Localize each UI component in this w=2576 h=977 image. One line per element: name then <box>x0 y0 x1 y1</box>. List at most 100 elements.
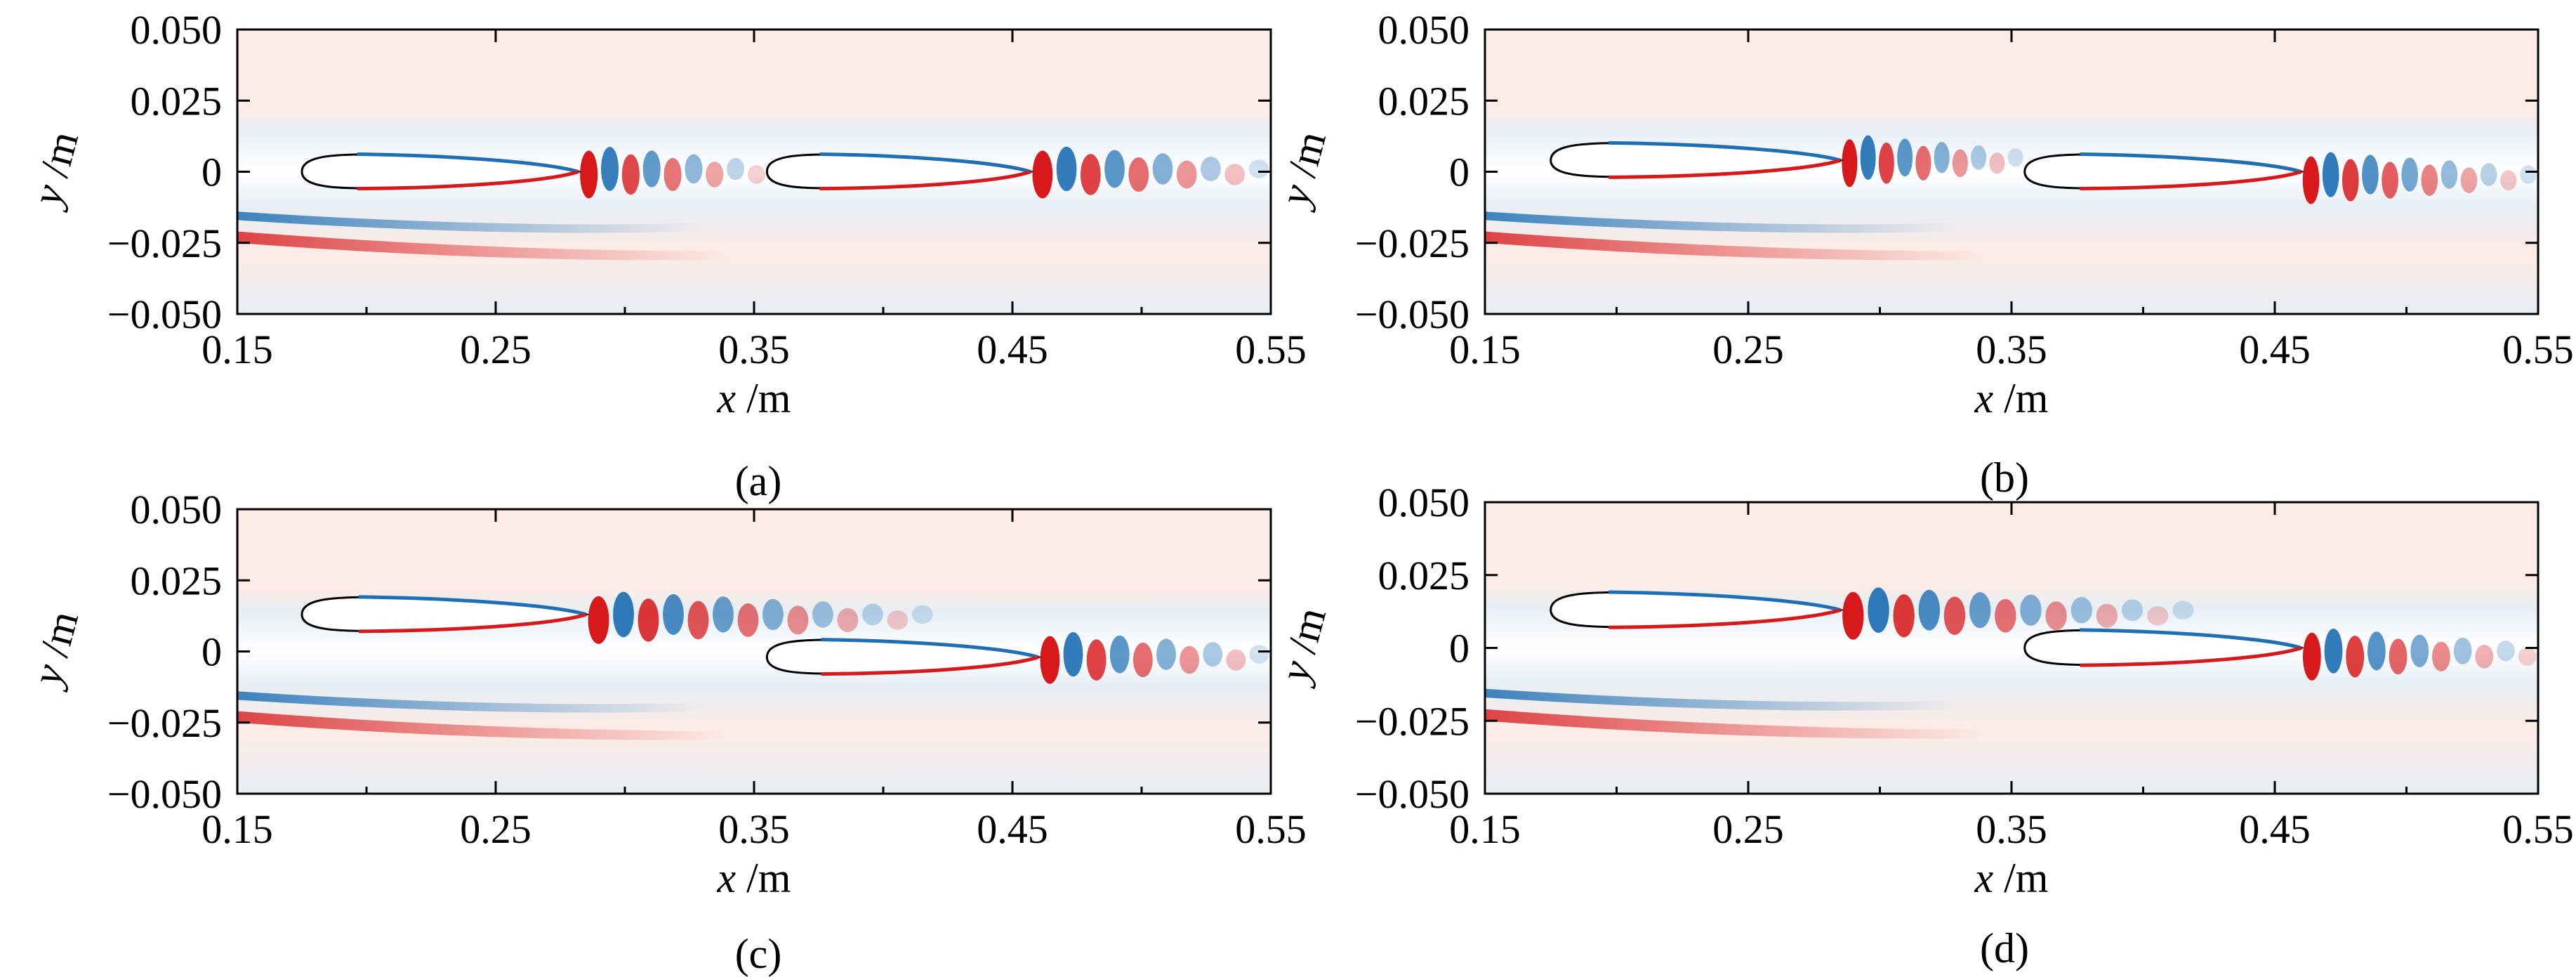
vortex <box>2147 605 2169 626</box>
x-tick-label: 0.15 <box>202 806 273 852</box>
vortex <box>2322 152 2339 197</box>
y-axis-label: y /m <box>22 126 87 214</box>
y-axis-label: y /m <box>1270 126 1335 214</box>
vortex <box>762 598 784 631</box>
y-tick-label: −0.025 <box>107 221 222 266</box>
vortex <box>747 165 766 184</box>
vortex <box>588 596 609 644</box>
vortex <box>642 150 661 188</box>
vortex <box>1180 645 1199 674</box>
vortex <box>2475 644 2494 669</box>
x-tick-label: 0.45 <box>2239 327 2311 372</box>
x-tick-label: 0.25 <box>460 806 531 852</box>
vortex <box>787 605 809 635</box>
x-axis-label: x /m <box>1974 375 2049 421</box>
x-tick-label: 0.15 <box>1449 327 1521 372</box>
vortex <box>1943 596 1966 635</box>
vortex <box>1128 157 1149 192</box>
vortex <box>2410 634 2429 668</box>
vortex <box>1842 139 1858 188</box>
x-tick-label: 0.45 <box>977 327 1048 372</box>
y-tick-label: −0.050 <box>107 771 222 817</box>
vortex <box>2172 601 2194 619</box>
vortex <box>2302 156 2320 204</box>
vortex <box>2480 163 2497 186</box>
shear-layer-blue <box>237 691 703 713</box>
boundary-layer-lower <box>1609 608 1842 629</box>
shear-layer-red <box>1485 231 1986 261</box>
vortex <box>1132 643 1153 678</box>
vortex <box>837 608 859 633</box>
vortex <box>2432 641 2450 671</box>
x-tick-label: 0.35 <box>1976 327 2047 372</box>
vortex <box>1104 150 1125 188</box>
vortex <box>2007 148 2023 167</box>
shear-layer-red <box>1485 709 1986 739</box>
vortex <box>1989 152 2005 174</box>
x-axis-label: x /m <box>1974 855 2049 901</box>
vortex <box>1969 592 1991 629</box>
vortex <box>685 154 703 184</box>
vortex <box>706 162 724 188</box>
boundary-layer-upper <box>821 638 1039 659</box>
vortex <box>887 610 909 630</box>
vortex <box>1842 591 1864 640</box>
x-tick-label: 0.45 <box>977 806 1048 852</box>
vortex <box>1156 638 1176 670</box>
x-tick-label: 0.35 <box>1976 806 2047 852</box>
vortex <box>2389 638 2407 675</box>
vortex <box>2440 160 2458 189</box>
vortex <box>2382 162 2398 199</box>
y-tick-label: 0.025 <box>1378 553 1470 598</box>
boundary-layer-upper <box>1609 140 1841 162</box>
shear-layer-red <box>237 231 729 261</box>
vorticity-field-d <box>1485 502 2538 794</box>
vortex <box>727 157 745 181</box>
vortex <box>2518 647 2537 666</box>
boundary-layer-lower <box>819 170 1031 191</box>
boundary-layer-lower <box>357 170 579 191</box>
panel-caption: (b) <box>1980 454 2029 501</box>
y-tick-label: −0.025 <box>1355 698 1469 744</box>
y-tick-label: 0 <box>1449 626 1469 671</box>
vortex <box>2453 637 2472 664</box>
vortex <box>713 596 734 633</box>
x-tick-label: 0.55 <box>2502 806 2574 852</box>
vortex <box>600 147 619 191</box>
y-tick-label: 0.050 <box>131 487 223 532</box>
x-tick-label: 0.15 <box>1449 806 1521 852</box>
vortex <box>2520 165 2537 184</box>
vortex <box>2497 641 2515 662</box>
vortex <box>687 601 709 640</box>
x-tick-label: 0.55 <box>1235 327 1307 372</box>
x-axis-label: x /m <box>717 375 791 421</box>
x-tick-label: 0.55 <box>1235 806 1307 852</box>
x-tick-label: 0.25 <box>1712 327 1784 372</box>
x-tick-label: 0.35 <box>718 806 790 852</box>
y-tick-label: −0.025 <box>1355 221 1469 266</box>
boundary-layer-lower <box>821 655 1039 676</box>
vortex <box>1918 589 1940 631</box>
y-tick-label: 0.025 <box>1378 78 1470 124</box>
vortex <box>663 158 682 191</box>
vortex <box>1152 153 1173 185</box>
vortex <box>1860 135 1876 180</box>
vorticity-field-c <box>237 509 1271 794</box>
y-axis-label: y /m <box>22 606 87 693</box>
vortex <box>638 598 659 642</box>
y-tick-label: −0.050 <box>107 291 222 337</box>
y-tick-label: 0.050 <box>131 7 223 53</box>
vortex <box>663 594 684 635</box>
vortex <box>2460 167 2478 193</box>
vortex <box>2045 601 2067 631</box>
x-tick-label: 0.25 <box>460 327 531 372</box>
panel-d: 0.15 0.25 0.35 0.45 0.55 0.050 0.025 0 −0.025 −0.… <box>1270 480 2574 971</box>
y-tick-label: −0.050 <box>1355 291 1469 337</box>
y-tick-label: −0.025 <box>107 700 222 746</box>
shear-layer-blue <box>237 211 703 233</box>
vortex <box>1248 159 1269 178</box>
vortex <box>2500 170 2517 190</box>
x-tick-label: 0.35 <box>718 327 790 372</box>
vortex <box>2121 599 2144 622</box>
vortex <box>1915 145 1931 181</box>
